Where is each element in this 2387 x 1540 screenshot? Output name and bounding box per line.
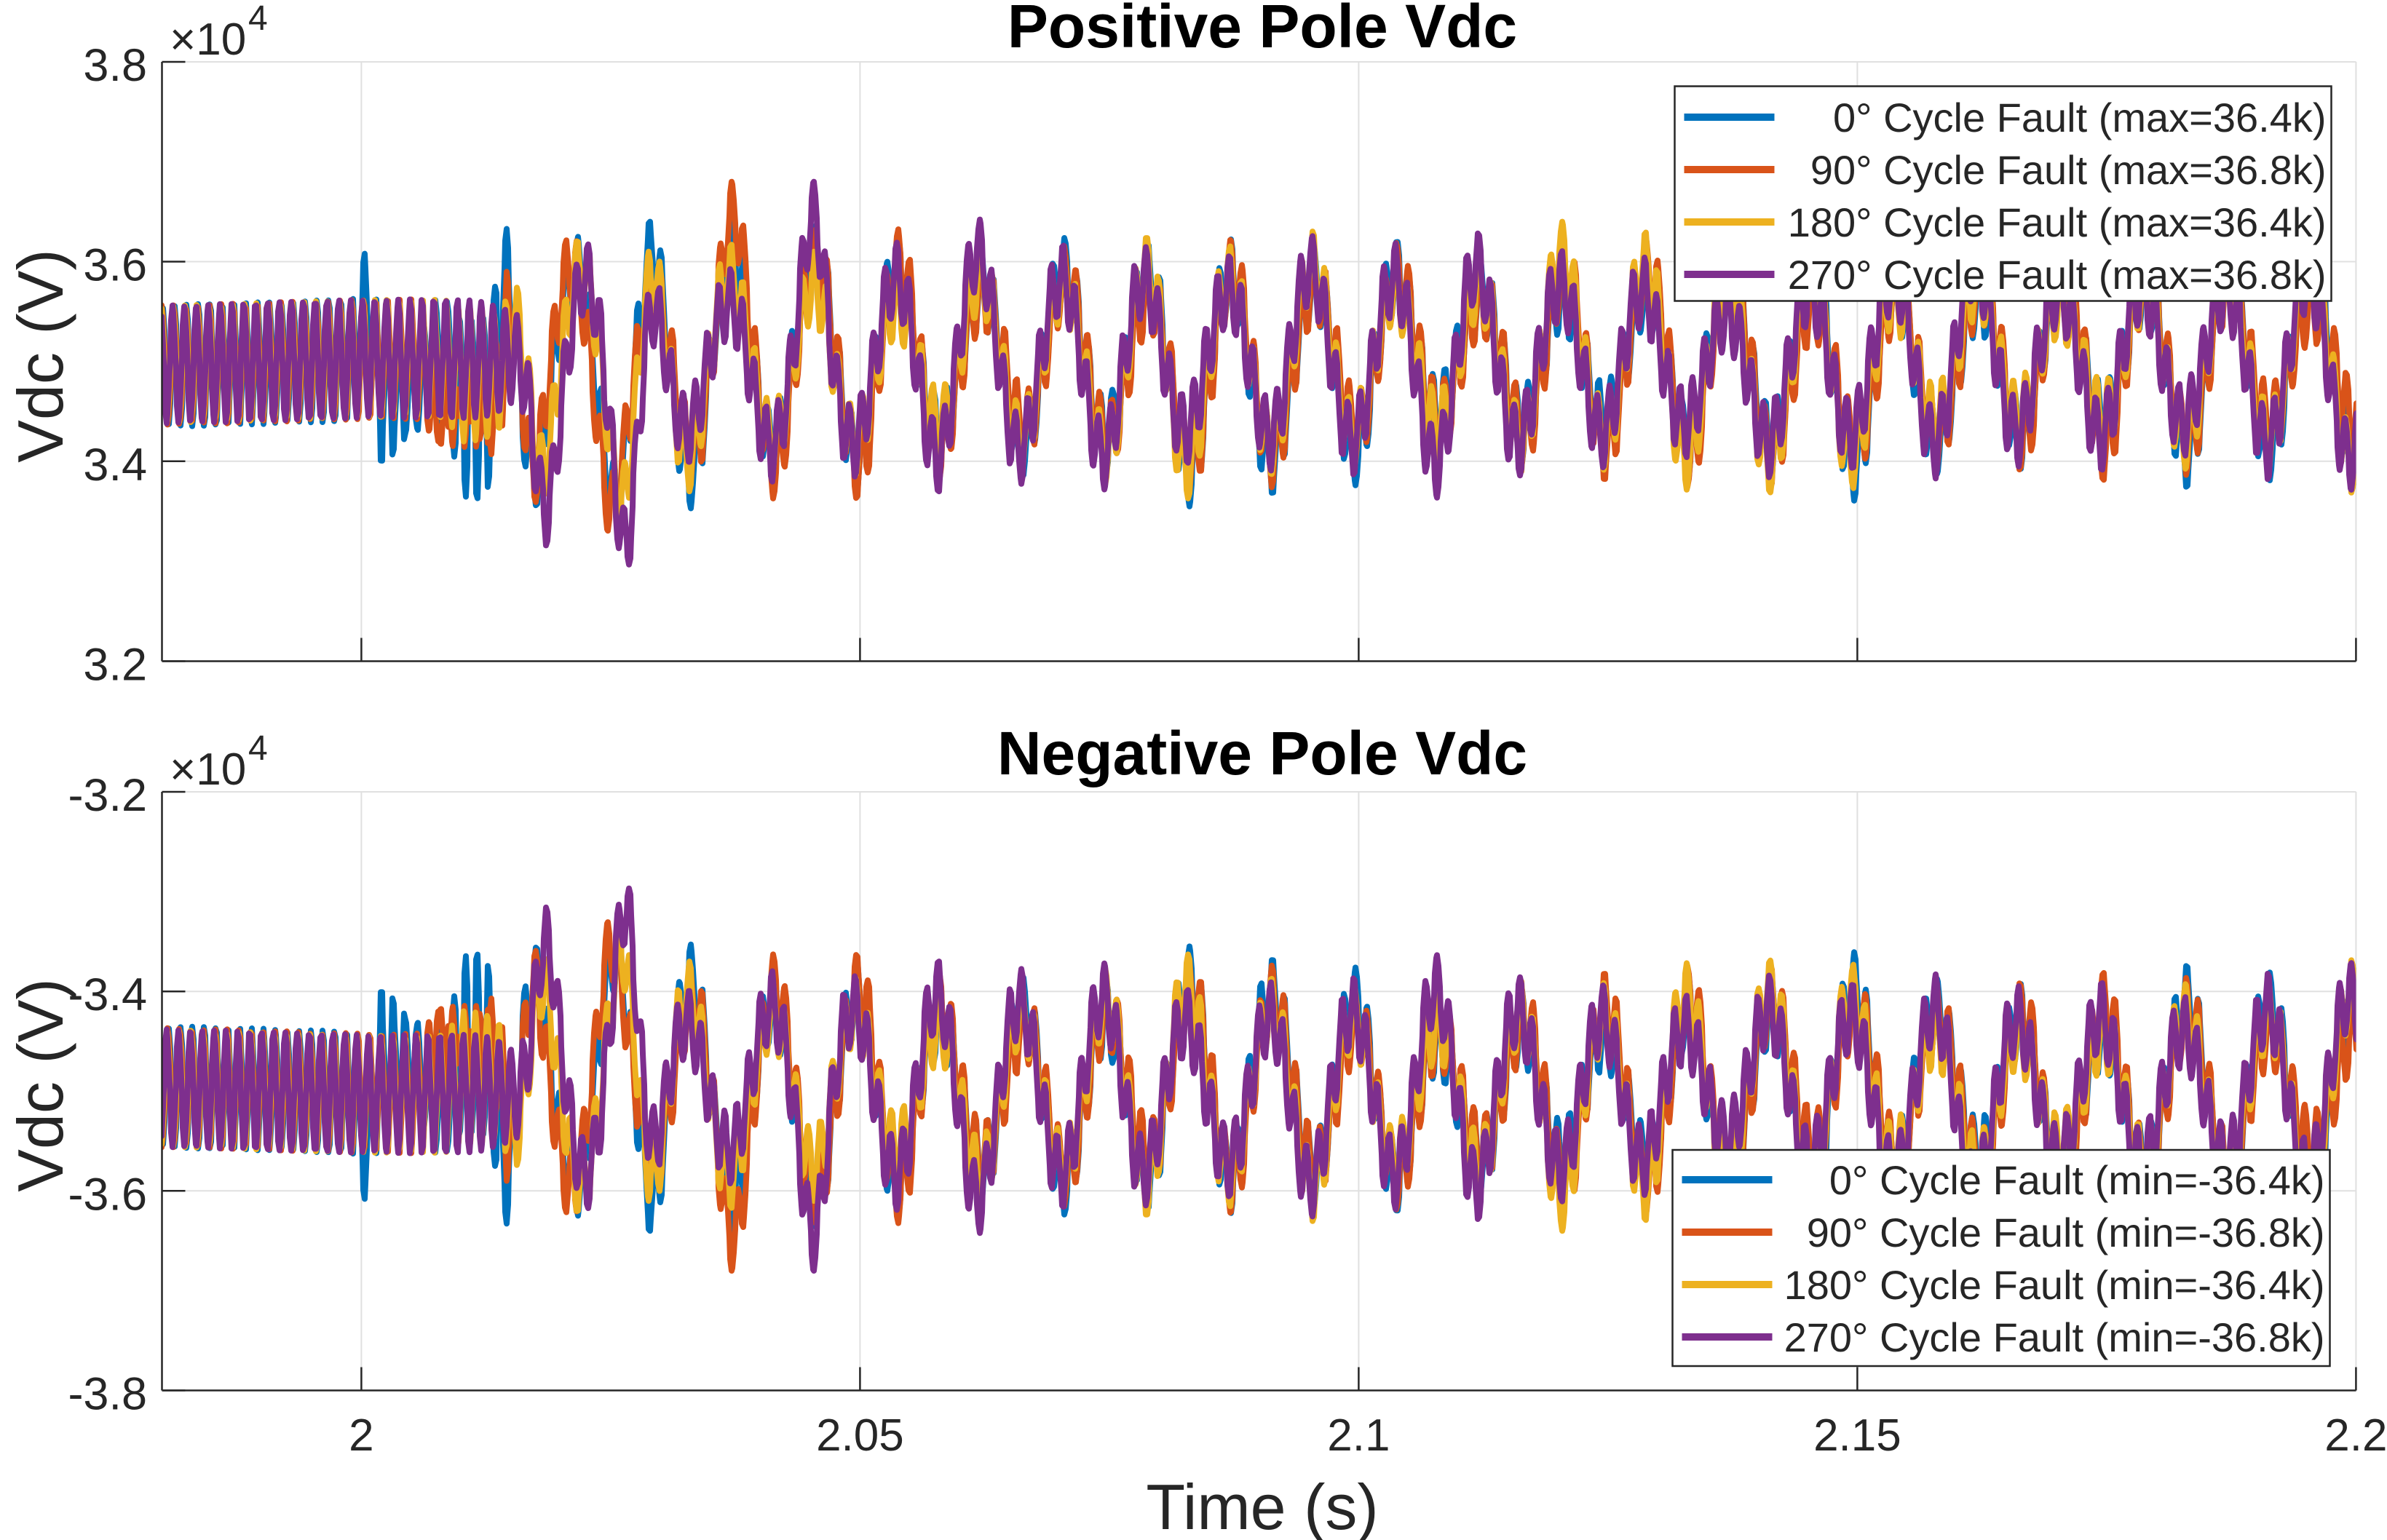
svg-text:×10: ×10 (170, 745, 246, 795)
svg-text:0° Cycle Fault (max=36.4k): 0° Cycle Fault (max=36.4k) (1833, 95, 2327, 140)
svg-text:2.2: 2.2 (2324, 1410, 2387, 1461)
svg-text:2: 2 (349, 1410, 373, 1461)
svg-text:Vdc (V): Vdc (V) (4, 249, 76, 462)
svg-text:Positive Pole Vdc: Positive Pole Vdc (1008, 0, 1517, 60)
svg-text:3.6: 3.6 (83, 240, 147, 291)
svg-text:3.4: 3.4 (83, 440, 147, 491)
svg-text:3.8: 3.8 (83, 40, 147, 91)
svg-text:Vdc (V): Vdc (V) (4, 978, 76, 1191)
svg-text:2.1: 2.1 (1327, 1410, 1390, 1461)
svg-text:270° Cycle Fault (max=36.8k): 270° Cycle Fault (max=36.8k) (1788, 252, 2327, 298)
svg-text:Negative Pole Vdc: Negative Pole Vdc (997, 719, 1527, 787)
svg-text:2.05: 2.05 (816, 1410, 904, 1461)
svg-text:-3.2: -3.2 (68, 770, 147, 821)
svg-text:-3.6: -3.6 (68, 1169, 147, 1220)
svg-text:0° Cycle Fault (min=-36.4k): 0° Cycle Fault (min=-36.4k) (1829, 1157, 2325, 1203)
svg-text:2.15: 2.15 (1813, 1410, 1901, 1461)
svg-text:4: 4 (248, 0, 268, 38)
svg-text:90° Cycle Fault (max=36.8k): 90° Cycle Fault (max=36.8k) (1810, 147, 2327, 193)
svg-text:×10: ×10 (170, 15, 246, 65)
svg-text:180° Cycle Fault (min=-36.4k): 180° Cycle Fault (min=-36.4k) (1784, 1262, 2325, 1308)
svg-text:270° Cycle Fault (min=-36.8k): 270° Cycle Fault (min=-36.8k) (1784, 1314, 2325, 1360)
svg-text:180° Cycle Fault (max=36.4k): 180° Cycle Fault (max=36.4k) (1788, 199, 2327, 245)
svg-text:-3.4: -3.4 (68, 969, 147, 1020)
svg-text:Time (s): Time (s) (1146, 1471, 1378, 1540)
svg-text:90° Cycle Fault (min=-36.8k): 90° Cycle Fault (min=-36.8k) (1807, 1210, 2325, 1255)
svg-text:3.2: 3.2 (83, 640, 147, 691)
svg-text:-3.8: -3.8 (68, 1369, 147, 1420)
svg-text:4: 4 (248, 729, 268, 768)
